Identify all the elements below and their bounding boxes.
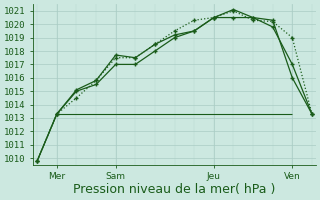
X-axis label: Pression niveau de la mer( hPa ): Pression niveau de la mer( hPa ) <box>73 183 276 196</box>
